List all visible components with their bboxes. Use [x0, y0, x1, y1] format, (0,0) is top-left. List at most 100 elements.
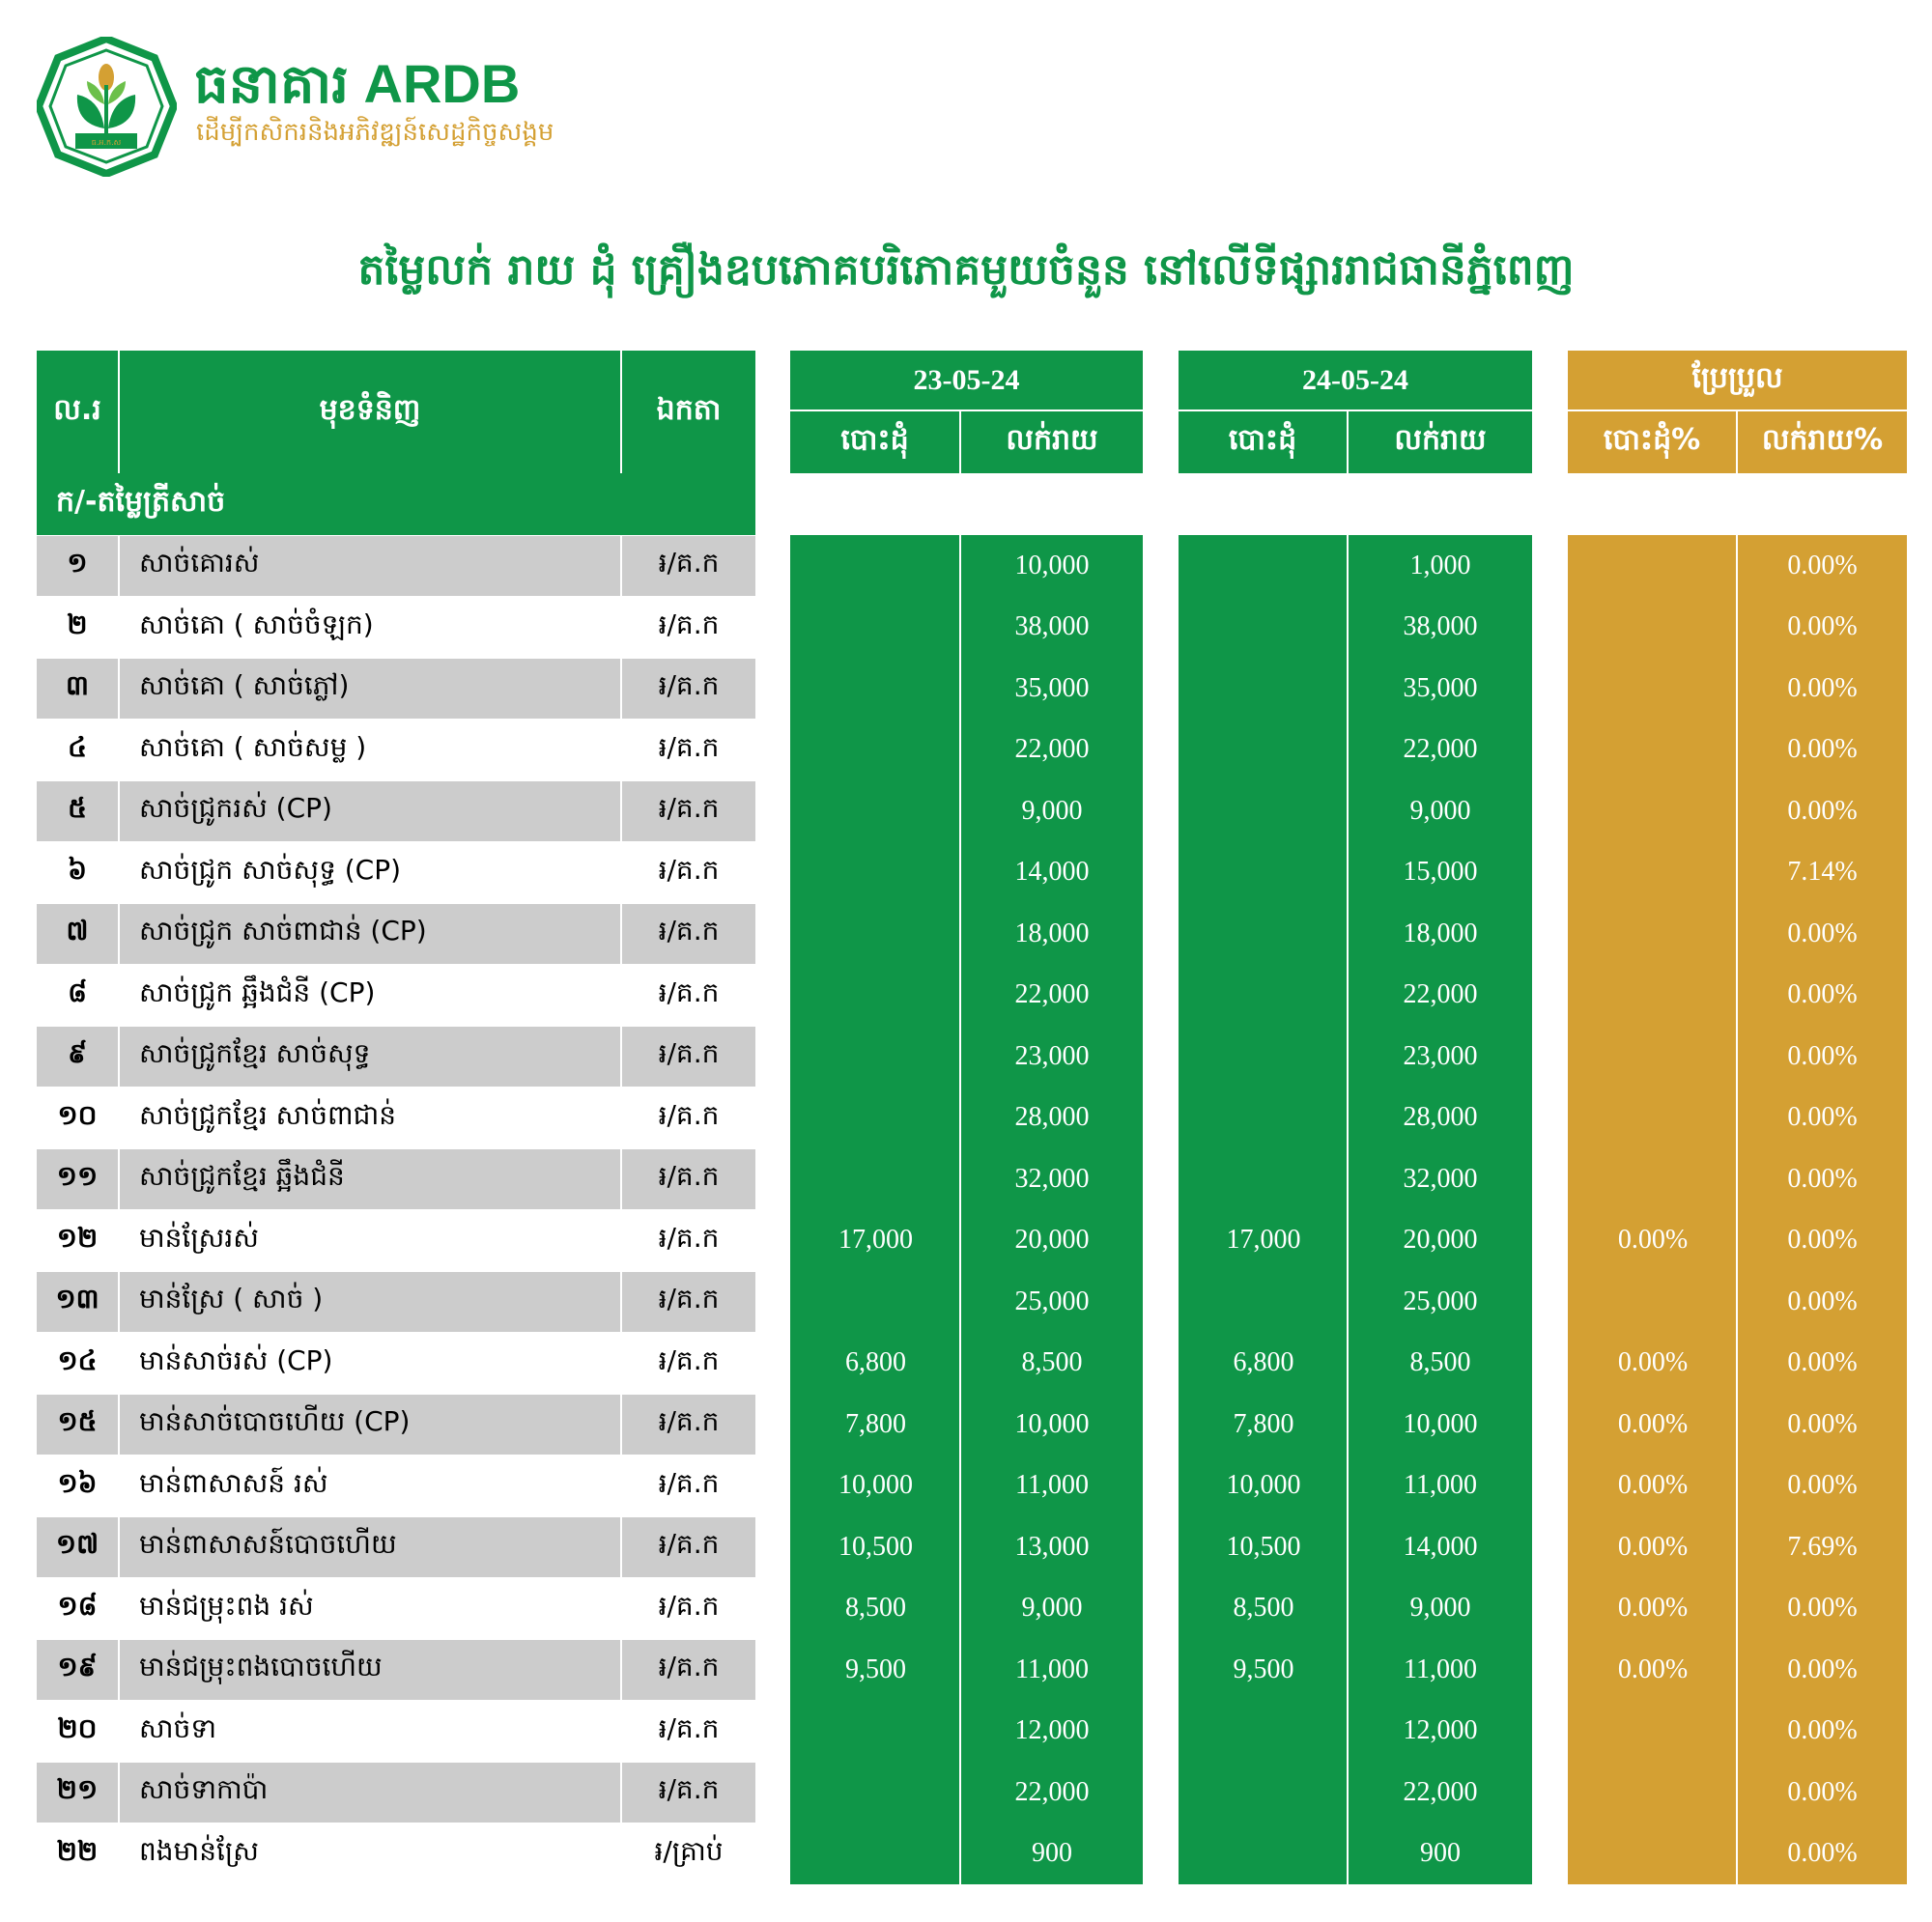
item-name: មាន់ជម្រុះពងបោចហើយ: [120, 1640, 620, 1700]
value-r1: 14,000: [1014, 857, 1090, 888]
value-w2: [1179, 1148, 1349, 1210]
value-rp: 0.00%: [1787, 979, 1858, 1010]
value-r2: 12,000: [1403, 1715, 1478, 1746]
value-wp: 0.00%: [1617, 1653, 1689, 1684]
date1-retail-column: [961, 535, 1143, 1884]
header-item: មុខទំនិញ: [120, 351, 622, 473]
item-name: មាន់ពាសាសន៍បោចហើយ: [120, 1517, 620, 1577]
value-r1: 12,000: [1014, 1715, 1090, 1746]
value-wp: [1568, 1271, 1738, 1333]
value-w2: 17,000: [1226, 1225, 1301, 1256]
header-unit: ឯកតា: [622, 351, 755, 473]
value-wp: 0.00%: [1617, 1408, 1689, 1439]
unit: ៛/គ.ក: [622, 1149, 755, 1209]
row-number: ២០: [37, 1701, 118, 1761]
unit: ៛/គ.ក: [622, 1578, 755, 1638]
row-number: ១៧: [37, 1517, 118, 1577]
value-r2: 22,000: [1403, 734, 1478, 765]
value-w1: [790, 780, 961, 842]
value-r2: 20,000: [1403, 1225, 1478, 1256]
value-r1: 22,000: [1014, 1776, 1090, 1807]
unit: ៛/គ.ក: [622, 659, 755, 719]
value-r2: 9,000: [1409, 795, 1471, 826]
value-rp: 7.14%: [1787, 857, 1858, 888]
value-r2: 22,000: [1403, 979, 1478, 1010]
unit: ៛/គ.ក: [622, 1763, 755, 1823]
change-retail-column: [1738, 535, 1907, 1884]
header-date1-retail: លក់រាយ: [961, 411, 1143, 473]
row-number: ៥: [37, 781, 118, 841]
unit: ៛/គ.ក: [622, 1395, 755, 1455]
value-r1: 10,000: [1014, 1408, 1090, 1439]
item-name: មាន់ស្រែ ( សាច់ ): [120, 1272, 620, 1332]
value-rp: 0.00%: [1787, 611, 1858, 642]
value-w1: [790, 597, 961, 659]
unit: ៛/គ.ក: [622, 1456, 755, 1515]
row-number: ១៩: [37, 1640, 118, 1700]
item-name: សាច់គោ ( សាច់ចំឡក): [120, 597, 620, 657]
value-w2: [1179, 597, 1349, 659]
value-rp: 0.00%: [1787, 1593, 1858, 1624]
value-w2: [1179, 658, 1349, 720]
value-r2: 14,000: [1403, 1531, 1478, 1562]
value-w1: 6,800: [845, 1347, 906, 1378]
header-change-wholesale: បោះដុំ%: [1568, 411, 1738, 473]
value-w1: [790, 965, 961, 1027]
item-name: សាច់ជ្រូក សាច់សុទ្ធ (CP): [120, 842, 620, 902]
value-w2: [1179, 1762, 1349, 1823]
value-wp: [1568, 1823, 1738, 1885]
value-w2: [1179, 535, 1349, 597]
value-w1: 8,500: [845, 1593, 906, 1624]
value-wp: [1568, 1088, 1738, 1149]
value-r1: 22,000: [1014, 734, 1090, 765]
unit: ៛/គ.ក: [622, 781, 755, 841]
value-r2: 23,000: [1403, 1040, 1478, 1071]
value-rp: 0.00%: [1787, 1225, 1858, 1256]
value-wp: [1568, 597, 1738, 659]
unit: ៛/គ.ក: [622, 720, 755, 779]
item-name: សាច់ជ្រូកខ្មែរ ឆ្អឹងជំនី: [120, 1149, 620, 1209]
value-r1: 23,000: [1014, 1040, 1090, 1071]
value-r2: 11,000: [1404, 1653, 1477, 1684]
value-r1: 38,000: [1014, 611, 1090, 642]
value-wp: 0.00%: [1617, 1531, 1689, 1562]
item-name: មាន់ជម្រុះពង រស់: [120, 1578, 620, 1638]
brand-tagline: ដើម្បីកសិករនិងអភិវឌ្ឍន៍សេដ្ឋកិច្ចសង្គម: [196, 118, 554, 147]
value-r1: 25,000: [1014, 1286, 1090, 1316]
value-rp: 0.00%: [1787, 1408, 1858, 1439]
header-change: ប្រែប្រួល: [1568, 351, 1907, 410]
item-name: សាច់ជ្រូក ឆ្អឹងជំនី (CP): [120, 965, 620, 1025]
value-rp: 0.00%: [1787, 1776, 1858, 1807]
date2-wholesale-column: [1179, 535, 1349, 1884]
unit: ៛/គ.ក: [622, 1210, 755, 1270]
unit: ៛/គ.ក: [622, 965, 755, 1025]
value-w2: 10,500: [1226, 1531, 1301, 1562]
header-change-retail: លក់រាយ%: [1738, 411, 1907, 473]
header-date1-wholesale: បោះដុំ: [790, 411, 961, 473]
date1-wholesale-column: [790, 535, 961, 1884]
value-wp: [1568, 903, 1738, 965]
change-wholesale-column: [1568, 535, 1738, 1884]
value-r1: 28,000: [1014, 1102, 1090, 1133]
value-r2: 1,000: [1409, 550, 1471, 580]
value-w1: [790, 1701, 961, 1763]
value-wp: 0.00%: [1617, 1470, 1689, 1501]
header-date1: 23-05-24: [790, 351, 1143, 410]
unit: ៛/គ.ក: [622, 1640, 755, 1700]
value-r2: 11,000: [1404, 1470, 1477, 1501]
item-name: សាច់គោ ( សាច់ភ្លៅ): [120, 659, 620, 719]
value-w1: [790, 1026, 961, 1088]
value-w1: [790, 1148, 961, 1210]
value-r1: 8,500: [1021, 1347, 1083, 1378]
value-w2: [1179, 720, 1349, 781]
value-w1: [790, 1762, 961, 1823]
value-w2: [1179, 1026, 1349, 1088]
unit: ៛/គ.ក: [622, 1272, 755, 1332]
unit: ៛/គ.ក: [622, 904, 755, 964]
value-w2: 7,800: [1233, 1408, 1294, 1439]
value-wp: [1568, 965, 1738, 1027]
value-wp: [1568, 658, 1738, 720]
row-number: ១៤: [37, 1333, 118, 1393]
value-w1: [790, 720, 961, 781]
header-date2: 24-05-24: [1179, 351, 1532, 410]
